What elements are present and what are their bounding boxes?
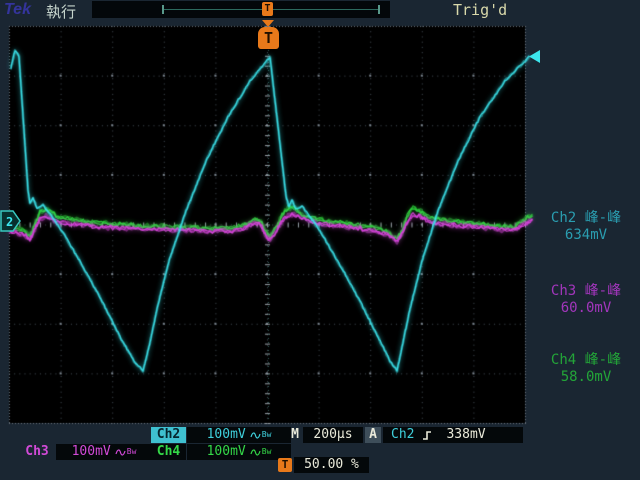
trigger-status: Trig'd (453, 1, 508, 19)
ch3-badge: Ch3 (25, 444, 49, 459)
horizontal-position-icon: T (278, 458, 292, 472)
measurement-ch3: Ch3 峰-峰 60.0mV (534, 283, 638, 317)
tek-logo: Tek (4, 1, 31, 18)
rising-edge-icon (423, 430, 432, 440)
ch2-badge: Ch2 (151, 427, 186, 443)
measurement-ch3-label: Ch3 峰-峰 (550, 283, 622, 299)
horizontal-position-value: 50.00 % (294, 457, 369, 473)
measurement-ch2-value: 634mV (564, 227, 608, 243)
ch2-bandwidth-limit-label: Bw (261, 430, 272, 439)
ch3-ac-coupling-icon (115, 448, 126, 456)
trigger-readout: Ch2 338mV (383, 427, 523, 443)
ch2-scale-value: 100mV (206, 427, 246, 442)
trigger-mode-badge: A (365, 427, 381, 443)
ch4-badge: Ch4 (151, 444, 186, 460)
measurement-ch2-label: Ch2 峰-峰 (550, 210, 622, 226)
ch3-scale-readout: 100mV Bw (56, 444, 152, 460)
ch4-scale-value: 100mV (206, 444, 246, 459)
ch2-scale-readout: 100mV Bw (187, 427, 291, 443)
measurement-ch4: Ch4 峰-峰 58.0mV (534, 352, 638, 386)
timebase-value: 200μs (303, 427, 363, 443)
acquisition-status: 執行 (46, 3, 77, 21)
record-view-bar: T (92, 1, 390, 18)
ch4-ac-coupling-icon (250, 448, 261, 456)
measurement-ch4-label: Ch4 峰-峰 (550, 352, 622, 368)
measurement-ch4-value: 58.0mV (560, 369, 612, 385)
ch2-ac-coupling-icon (250, 431, 261, 439)
ch2-ground-marker-icon: 2 (0, 210, 21, 232)
timebase-label: M (291, 427, 299, 442)
trigger-position-arrow-icon (262, 20, 274, 27)
trigger-source-label: Ch2 (391, 427, 415, 442)
trigger-level-arrow-icon (529, 50, 540, 63)
ch2-ground-marker-label: 2 (6, 215, 13, 229)
ch4-bandwidth-limit-label: Bw (261, 447, 272, 456)
trigger-position-flag-icon: T (258, 27, 279, 49)
record-trigger-position-icon: T (262, 2, 273, 16)
ch4-scale-readout: 100mV Bw (187, 444, 291, 460)
trigger-level-value: 338mV (446, 427, 486, 442)
ch3-scale-value: 100mV (71, 444, 111, 459)
measurement-ch3-value: 60.0mV (560, 300, 612, 316)
ch3-bandwidth-limit-label: Bw (126, 447, 137, 456)
record-left-bracket-icon (162, 5, 164, 14)
record-right-bracket-icon (378, 5, 380, 14)
measurement-ch2: Ch2 峰-峰 634mV (534, 210, 638, 244)
